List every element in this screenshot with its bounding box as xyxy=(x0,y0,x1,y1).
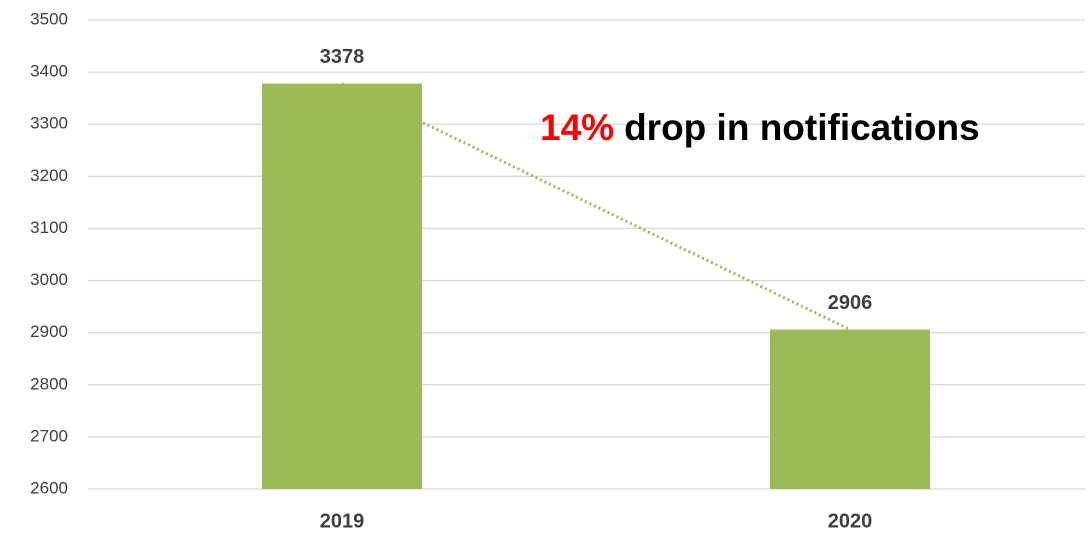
data-label: 3378 xyxy=(320,46,365,68)
y-tick-label: 3500 xyxy=(30,9,68,28)
x-tick-label: 2020 xyxy=(828,510,873,532)
annotation: 14% drop in notifications xyxy=(540,107,980,148)
annotation-highlight: 14% xyxy=(540,107,614,148)
bar xyxy=(770,329,930,489)
y-tick-label: 3000 xyxy=(30,270,68,289)
y-tick-label: 3100 xyxy=(30,218,68,237)
x-tick-label: 2019 xyxy=(320,510,365,532)
bar xyxy=(262,83,422,489)
y-tick-label: 2900 xyxy=(30,322,68,341)
data-label: 2906 xyxy=(828,292,873,314)
y-tick-label: 3200 xyxy=(30,166,68,185)
y-tick-label: 3400 xyxy=(30,62,68,81)
y-tick-label: 2800 xyxy=(30,374,68,393)
y-tick-label: 2600 xyxy=(30,478,68,497)
y-tick-label: 2700 xyxy=(30,426,68,445)
y-tick-label: 3300 xyxy=(30,114,68,133)
trendline xyxy=(341,82,851,331)
annotation-text: drop in notifications xyxy=(624,107,980,148)
